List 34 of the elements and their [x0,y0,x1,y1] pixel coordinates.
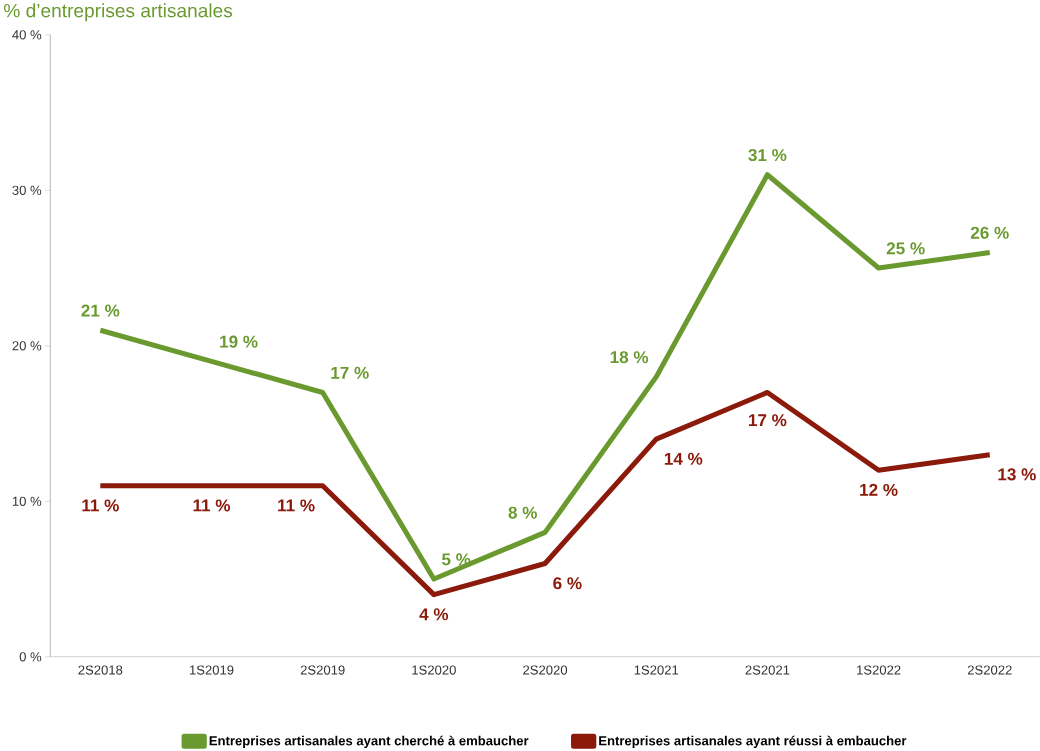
data-label: 21 % [81,304,120,317]
y-tick-label: 40 % [12,30,42,40]
data-label: 11 % [82,499,119,512]
data-label: 25 % [886,242,925,255]
x-tick-label: 2S2022 [967,665,1012,675]
y-axis-title: % d’entreprises artisanales [4,3,233,22]
x-tick-label: 2S2019 [300,665,345,675]
data-label: 18 % [610,351,649,364]
y-tick-label: 10 % [12,496,42,507]
x-tick-label: 1S2022 [857,665,901,675]
data-label: 12 % [860,483,898,497]
data-label: 11 % [193,499,231,512]
x-tick-label: 1S2019 [189,665,234,675]
data-label: 6 % [553,577,582,590]
data-label: 14 % [664,452,703,465]
legend-label: Entreprises artisanales ayant réussi à embaucher [599,735,907,749]
data-label: 19 % [220,335,258,348]
data-label: 26 % [970,226,1009,239]
y-tick-label: 20 % [12,341,42,351]
x-tick-label: 1S2020 [412,665,456,675]
data-label: 13 % [998,468,1036,481]
x-tick-label: 2S2018 [78,665,123,675]
legend-label: Entreprises artisanales ayant cherché à embaucher [209,735,529,749]
data-label: 11 % [278,499,315,512]
y-tick-label: 0 % [19,652,42,662]
data-label: 31 % [748,149,787,162]
x-tick-label: 1S2021 [634,665,679,675]
y-tick-label: 30 % [12,185,42,196]
data-label: 17 % [331,366,369,379]
data-label: 8 % [508,506,537,519]
data-label: 4 % [419,608,449,621]
x-tick-label: 2S2021 [745,665,790,675]
x-tick-label: 2S2020 [523,665,568,675]
data-label: 17 % [748,414,787,427]
